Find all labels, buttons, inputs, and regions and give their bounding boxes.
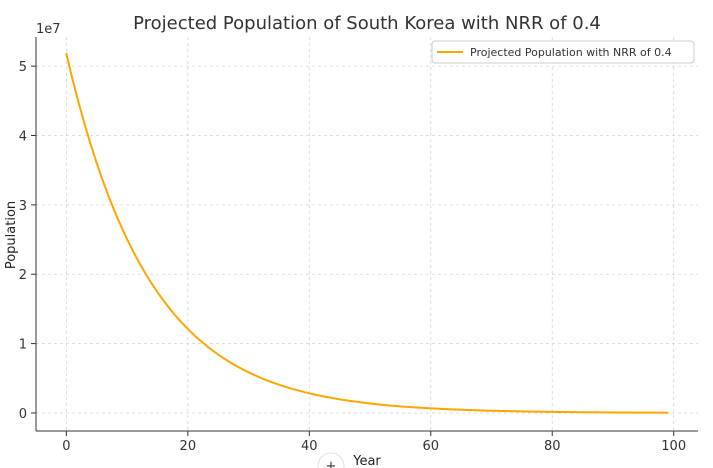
x-tick-label: 80 bbox=[544, 439, 561, 454]
series-lines bbox=[65, 52, 669, 414]
x-tick-label: 40 bbox=[301, 439, 318, 454]
legend-box bbox=[431, 40, 695, 64]
y-tick-label: 0 bbox=[19, 407, 27, 422]
overlay-button[interactable]: + bbox=[317, 452, 345, 468]
x-tick-label: 100 bbox=[661, 439, 686, 454]
y-tick-label: 4 bbox=[19, 130, 27, 145]
grid-lines bbox=[36, 37, 698, 431]
x-tick-label: 0 bbox=[62, 439, 70, 454]
series-line-projected-population bbox=[65, 52, 669, 414]
legend-label: Projected Population with NRR of 0.4 bbox=[470, 46, 672, 59]
y-axis-offset-label: 1e7 bbox=[36, 22, 61, 37]
plus-icon[interactable]: + bbox=[326, 459, 337, 468]
x-axis-title: Year bbox=[352, 454, 381, 468]
y-tick-label: 5 bbox=[19, 60, 27, 75]
y-axis-title: Population bbox=[4, 201, 19, 269]
y-tick-label: 3 bbox=[19, 199, 27, 214]
chart-title: Projected Population of South Korea with… bbox=[133, 13, 601, 34]
axis-ticks: 0 20 40 60 80 100 0 1 2 3 4 5 bbox=[19, 60, 686, 454]
legend: Projected Population with NRR of 0.4 bbox=[431, 40, 695, 64]
x-tick-label: 20 bbox=[180, 439, 197, 454]
overlay-circle[interactable] bbox=[317, 452, 345, 468]
y-tick-label: 2 bbox=[19, 268, 27, 283]
y-tick-label: 1 bbox=[19, 338, 27, 353]
x-tick-label: 60 bbox=[422, 439, 439, 454]
